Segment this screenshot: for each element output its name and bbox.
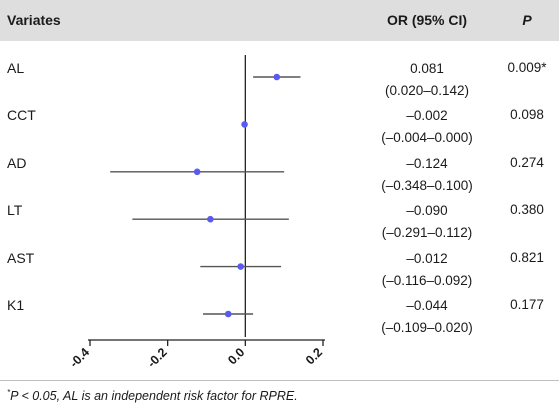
- row-or-value: –0.012: [406, 250, 448, 266]
- row-or-value: –0.044: [406, 298, 448, 313]
- row-or-value: –0.002: [406, 108, 448, 124]
- row-label: AL: [7, 60, 25, 76]
- row-label: K1: [7, 297, 25, 313]
- row-label: CCT: [7, 107, 36, 124]
- header-or-ci: OR (95% CI): [386, 12, 468, 28]
- row-label: AD: [7, 154, 27, 171]
- footnote-star: *: [7, 388, 11, 397]
- estimate-point-ad: [193, 168, 201, 176]
- bottom-rule: [0, 380, 559, 381]
- estimate-point-lt: [207, 215, 214, 223]
- row-label: AST: [7, 249, 35, 266]
- row-or-cell: –0.090 (–0.291–0.112): [352, 200, 502, 244]
- row-ci-value: (–0.116–0.092): [381, 272, 473, 288]
- row-label: LT: [7, 202, 23, 219]
- row-or-value: –0.124: [406, 155, 448, 171]
- estimate-point-k1: [224, 310, 232, 318]
- row-p-value: 0.009*: [507, 60, 547, 75]
- x-tick-label: 0.2: [303, 345, 325, 367]
- row-ci-value: (0.020–0.142): [384, 83, 470, 98]
- estimate-point-al: [273, 73, 281, 81]
- header-band: [0, 0, 559, 41]
- footnote: *P < 0.05, AL is an independent risk fac…: [7, 388, 298, 403]
- x-tick-label: -0.4: [67, 345, 92, 370]
- row-ci-value: (–0.291–0.112): [381, 225, 473, 241]
- header-p: P: [522, 12, 532, 28]
- row-or-cell: –0.124 (–0.348–0.100): [352, 153, 502, 197]
- row-ci-value: (–0.004–0.000): [381, 130, 473, 146]
- row-ci-value: (–0.109–0.020): [381, 320, 473, 335]
- x-tick-label: -0.2: [145, 345, 170, 370]
- row-or-cell: –0.002 (–0.004–0.000): [352, 105, 502, 149]
- footnote-text: P < 0.05, AL is an independent risk fact…: [10, 389, 298, 404]
- estimate-point-ast: [237, 263, 244, 270]
- row-or-cell: –0.044 (–0.109–0.020): [352, 295, 502, 339]
- row-ci-value: (–0.348–0.100): [381, 177, 473, 193]
- row-or-value: 0.081: [410, 61, 444, 76]
- row-or-cell: 0.081 (0.020–0.142): [352, 58, 502, 102]
- row-p-value: 0.177: [510, 297, 544, 312]
- row-p-value: 0.821: [510, 249, 544, 265]
- row-or-value: –0.090: [406, 203, 448, 219]
- row-p-value: 0.098: [510, 107, 544, 123]
- row-or-cell: –0.012 (–0.116–0.092): [352, 248, 502, 292]
- row-p-value: 0.380: [510, 202, 544, 218]
- x-tick-label: 0.0: [225, 345, 247, 367]
- header-variates: Variates: [7, 12, 61, 28]
- row-p-value: 0.274: [510, 154, 544, 170]
- estimate-point-cct: [241, 121, 248, 128]
